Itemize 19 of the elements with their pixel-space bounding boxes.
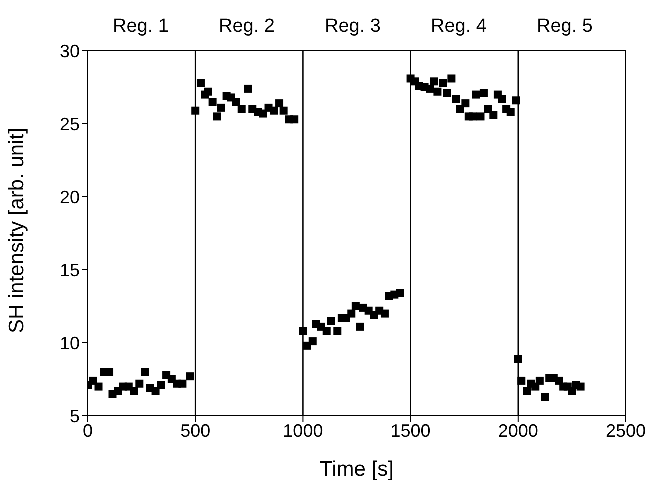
y-axis-title: SH intensity [arb. unit] — [5, 128, 28, 334]
y-tick-label: 10 — [60, 333, 80, 354]
y-tick-label: 30 — [60, 41, 80, 62]
text: Reg. 4 — [431, 16, 487, 38]
x-tick-label: 0 — [82, 420, 94, 441]
x-tick-label: 1000 — [283, 420, 324, 441]
text: Reg. 2 — [219, 16, 275, 38]
x-tick-label: 2000 — [498, 420, 538, 441]
y-tick-label: 25 — [60, 114, 80, 134]
x-tick-label: 2500 — [606, 420, 646, 441]
y-tick-label: 15 — [60, 260, 80, 280]
text: Reg. 1 — [113, 16, 169, 38]
text: Reg. 5 — [537, 16, 593, 38]
x-axis-title: Time [s] — [320, 458, 394, 481]
x-tick-label: 1500 — [390, 420, 431, 441]
y-tick-label: 5 — [70, 406, 80, 426]
text: Reg. 3 — [325, 16, 381, 38]
x-tick-label: 500 — [180, 420, 211, 441]
y-tick-label: 20 — [60, 187, 80, 208]
